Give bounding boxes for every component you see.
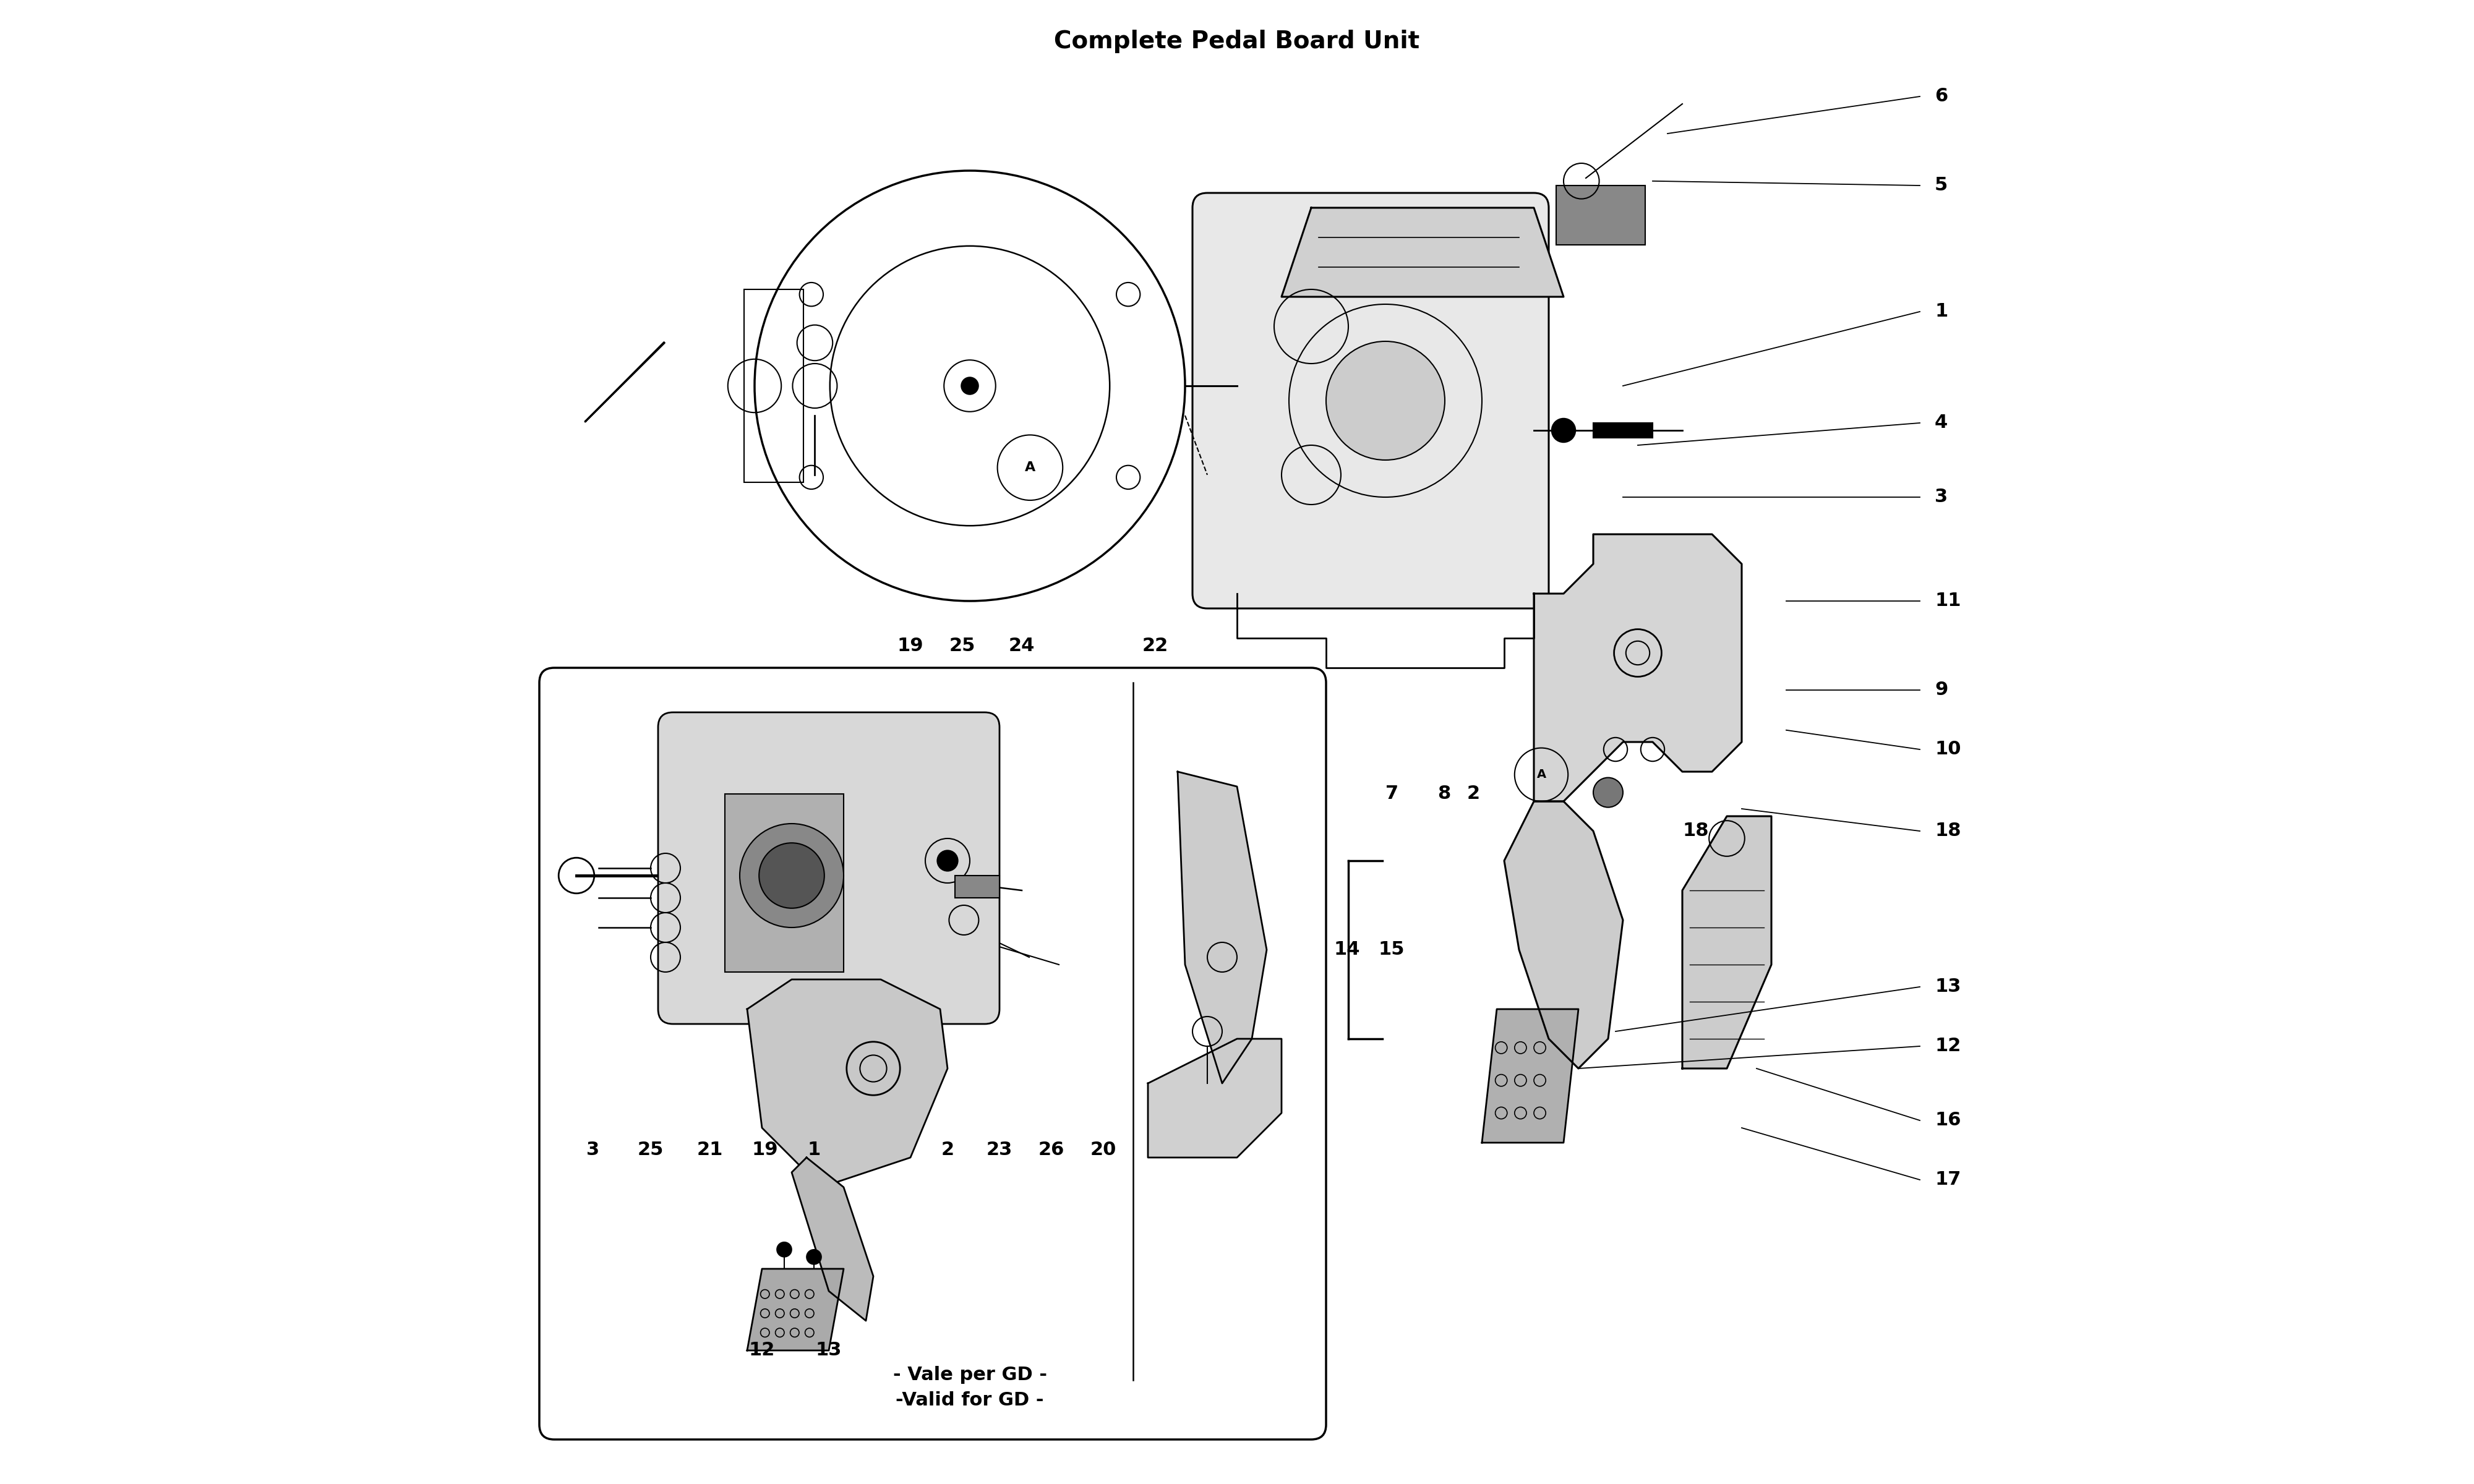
Text: 9: 9 (1935, 681, 1947, 699)
FancyBboxPatch shape (658, 712, 999, 1024)
Text: 19: 19 (752, 1141, 779, 1159)
Polygon shape (1682, 816, 1771, 1068)
Bar (955, 876, 999, 898)
Bar (1556, 186, 1645, 245)
FancyBboxPatch shape (1192, 193, 1549, 608)
Circle shape (740, 824, 844, 927)
Text: 19: 19 (898, 637, 923, 654)
Polygon shape (792, 1158, 873, 1321)
Text: 3: 3 (586, 1141, 599, 1159)
Polygon shape (1504, 801, 1623, 1068)
Circle shape (760, 843, 824, 908)
FancyBboxPatch shape (539, 668, 1326, 1439)
Bar (725, 794, 844, 972)
Text: Complete Pedal Board Unit: Complete Pedal Board Unit (1054, 30, 1420, 53)
Bar (1593, 423, 1653, 438)
Text: 3: 3 (1935, 488, 1947, 506)
Circle shape (807, 1250, 821, 1264)
Text: 26: 26 (1039, 1141, 1064, 1159)
Text: 12: 12 (750, 1342, 774, 1359)
Polygon shape (747, 1269, 844, 1350)
Text: 11: 11 (1935, 592, 1962, 610)
Polygon shape (1534, 534, 1742, 801)
Text: 13: 13 (816, 1342, 841, 1359)
Circle shape (1326, 341, 1445, 460)
Polygon shape (1178, 772, 1267, 1083)
Text: 5: 5 (1935, 177, 1947, 194)
Text: 7: 7 (1385, 785, 1398, 803)
Polygon shape (747, 979, 948, 1187)
Text: 10: 10 (1935, 741, 1962, 758)
Text: A: A (1536, 769, 1546, 781)
Circle shape (1593, 778, 1623, 807)
Text: 24: 24 (1009, 637, 1034, 654)
Text: 17: 17 (1935, 1171, 1962, 1189)
Text: 25: 25 (950, 637, 975, 654)
Text: 14: 14 (1333, 941, 1361, 959)
Text: 18: 18 (1935, 822, 1962, 840)
Text: A: A (1024, 462, 1037, 473)
Polygon shape (1148, 1039, 1282, 1158)
Text: 23: 23 (987, 1141, 1012, 1159)
Text: 15: 15 (1378, 941, 1405, 959)
Text: 8: 8 (1437, 785, 1450, 803)
Polygon shape (1482, 1009, 1578, 1143)
Polygon shape (1282, 208, 1564, 297)
Circle shape (777, 1242, 792, 1257)
Circle shape (962, 377, 977, 395)
Text: 22: 22 (1143, 637, 1168, 654)
Circle shape (1551, 418, 1576, 442)
Text: 4: 4 (1935, 414, 1947, 432)
Text: 13: 13 (1935, 978, 1962, 996)
Text: 12: 12 (1935, 1037, 1962, 1055)
Text: 16: 16 (1935, 1112, 1962, 1129)
Text: 21: 21 (698, 1141, 722, 1159)
Circle shape (938, 850, 957, 871)
Text: - Vale per GD -
-Valid for GD -: - Vale per GD - -Valid for GD - (893, 1367, 1047, 1408)
Text: 20: 20 (1091, 1141, 1116, 1159)
Text: 2: 2 (940, 1141, 955, 1159)
Text: 1: 1 (807, 1141, 821, 1159)
Text: 1: 1 (1935, 303, 1947, 321)
Text: 25: 25 (638, 1141, 663, 1159)
Text: 6: 6 (1935, 88, 1947, 105)
Text: 2: 2 (1467, 785, 1479, 803)
Bar (745, 289, 804, 482)
Text: 18: 18 (1682, 822, 1710, 840)
